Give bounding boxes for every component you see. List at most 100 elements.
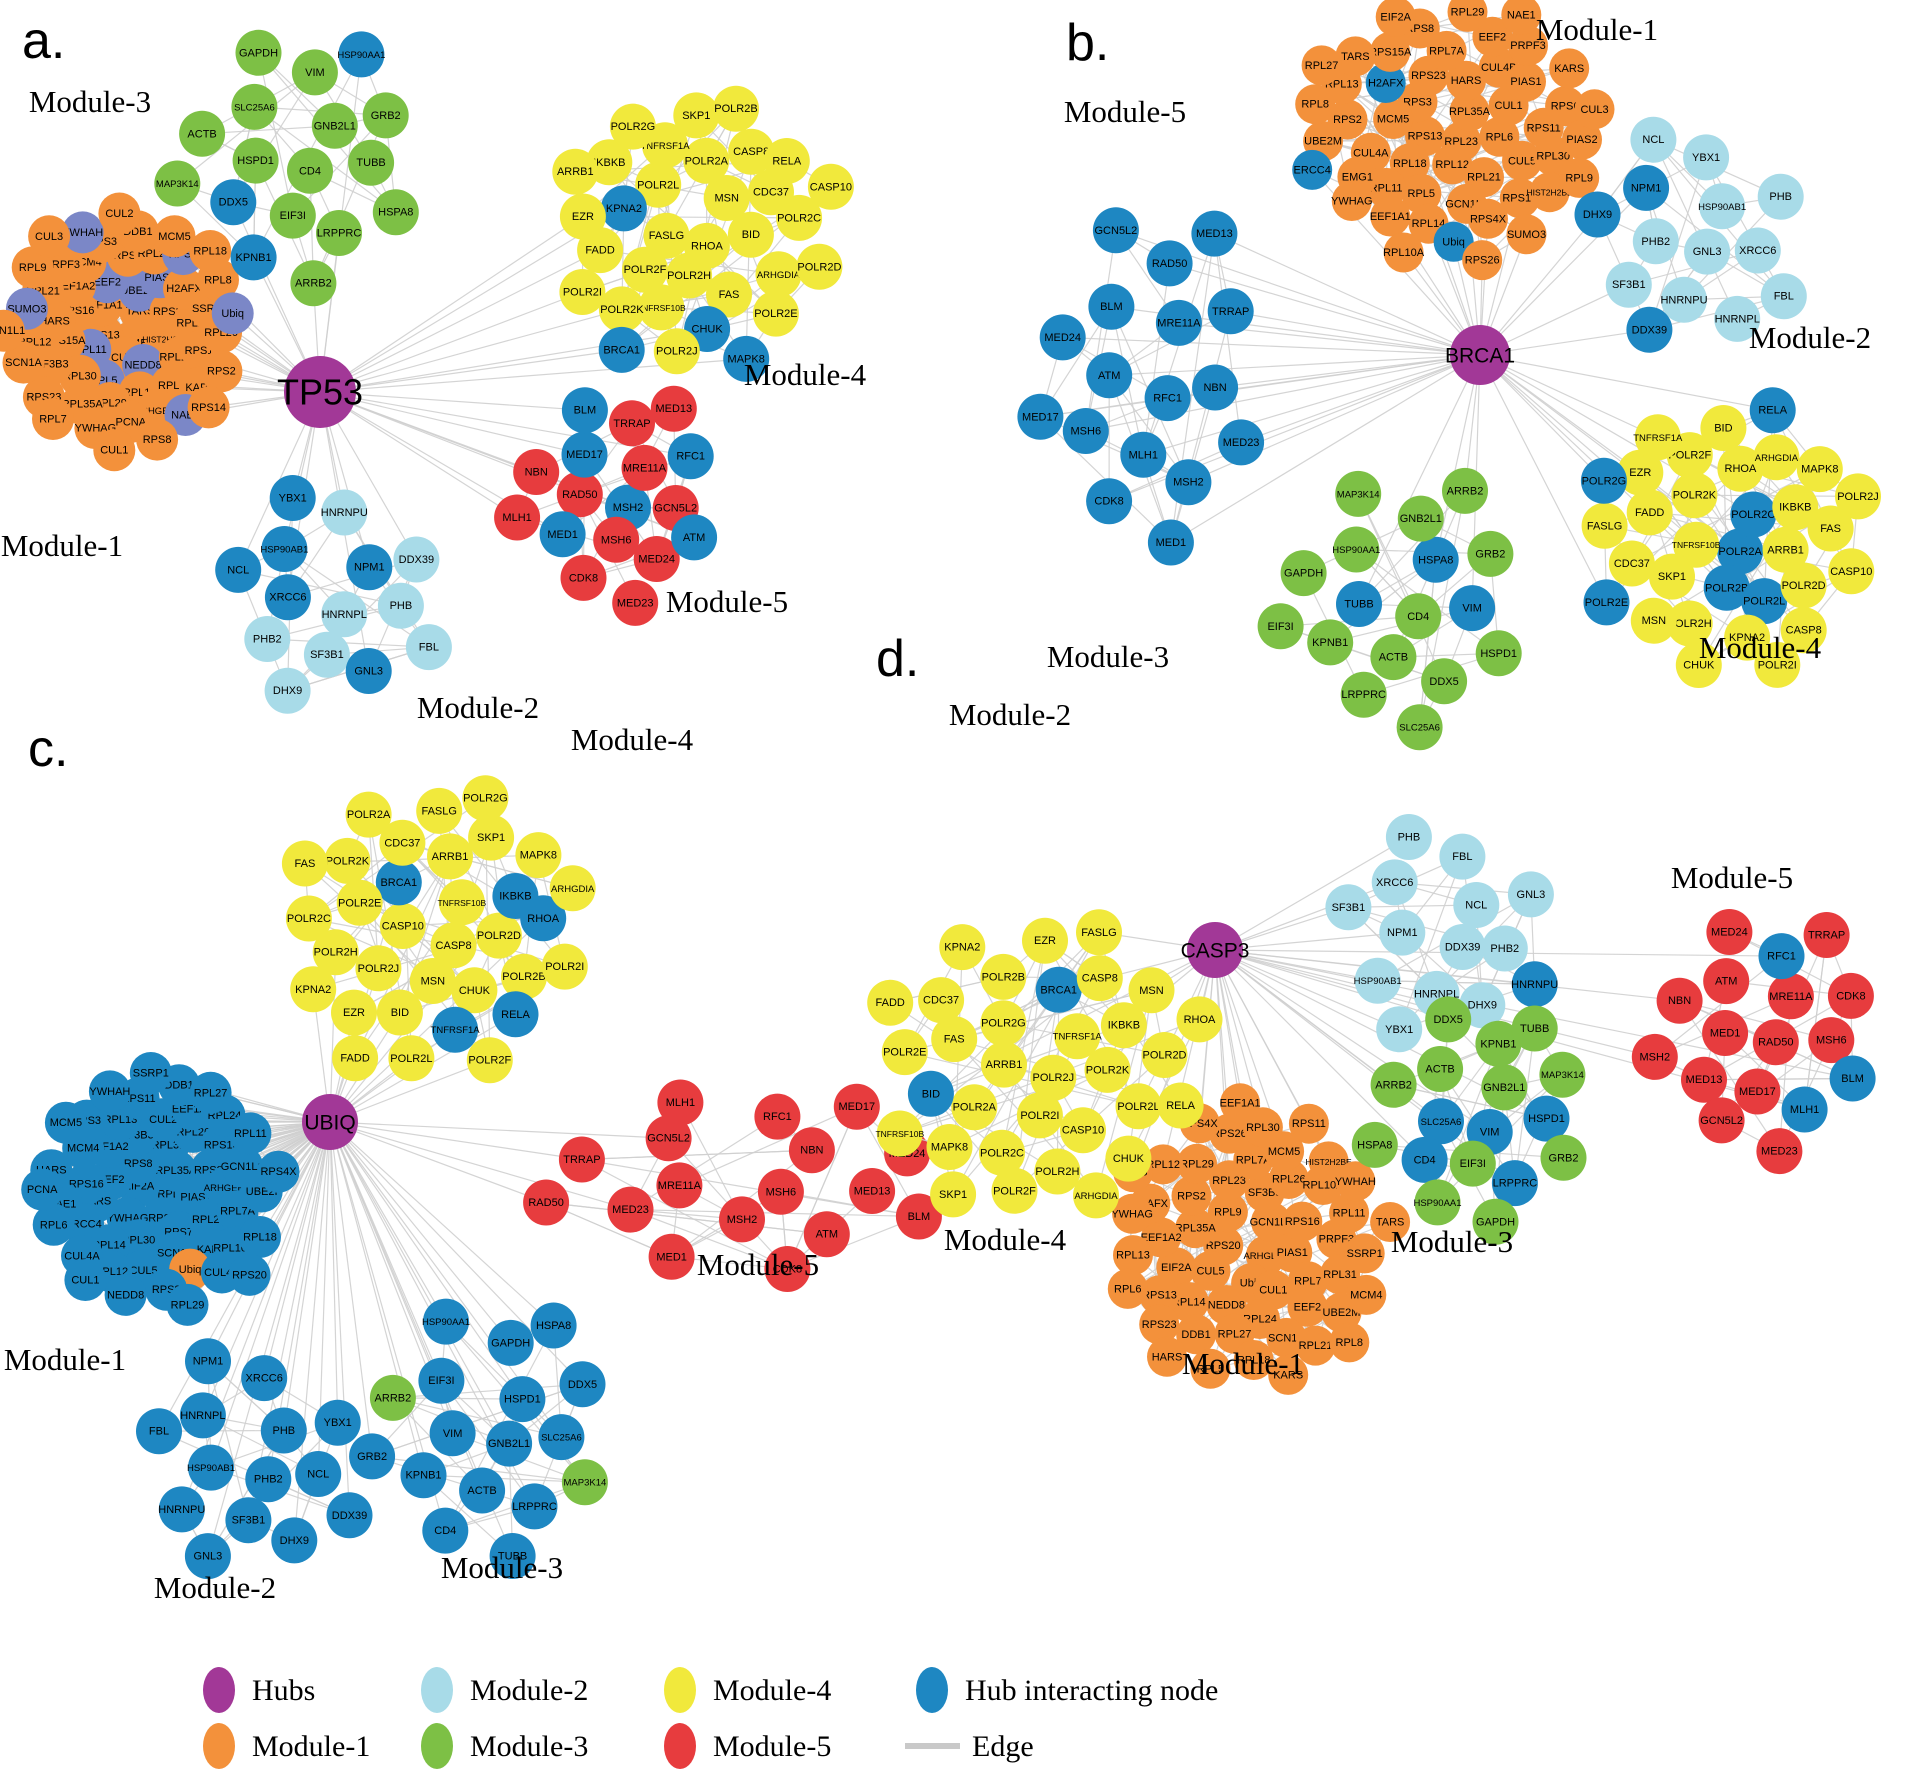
node-HSP90AB1[interactable]: HSP90AB1 <box>1354 957 1402 1004</box>
node-PHB[interactable]: PHB <box>1385 814 1432 860</box>
node-SKP1[interactable]: SKP1 <box>930 1171 977 1218</box>
node-SKP1[interactable]: SKP1 <box>1649 553 1695 600</box>
node-RPL35A[interactable]: RPL35A <box>1449 91 1491 132</box>
node-HNRNPU[interactable]: HNRNPU <box>1660 276 1708 323</box>
node-ACTB[interactable]: ACTB <box>1417 1046 1464 1092</box>
node-CDC37[interactable]: CDC37 <box>379 819 426 866</box>
node-POLR2D[interactable]: POLR2D <box>796 243 843 290</box>
node-TNFRSF1A[interactable]: TNFRSF1A <box>1633 414 1683 461</box>
node-SLC25A6[interactable]: SLC25A6 <box>231 83 278 130</box>
node-FAS[interactable]: FAS <box>281 840 328 887</box>
node-RPL21[interactable]: RPL21 <box>1295 1325 1336 1366</box>
node-FADD[interactable]: FADD <box>332 1035 379 1082</box>
node-GRB2[interactable]: GRB2 <box>362 92 409 139</box>
node-HSP90AB1[interactable]: HSP90AB1 <box>260 526 308 572</box>
node-POLR2D[interactable]: POLR2D <box>1780 562 1827 609</box>
node-RAD50[interactable]: RAD50 <box>523 1179 570 1226</box>
node-ATM[interactable]: ATM <box>671 514 718 561</box>
node-ARRB1[interactable]: ARRB1 <box>981 1041 1027 1088</box>
node-MED1[interactable]: MED1 <box>648 1233 695 1280</box>
node-XRCC6[interactable]: XRCC6 <box>264 574 311 621</box>
node-RPL18[interactable]: RPL18 <box>1233 1340 1274 1380</box>
node-POLR2E[interactable]: POLR2E <box>881 1029 928 1076</box>
node-RPL27[interactable]: RPL27 <box>1301 45 1342 86</box>
node-NCL[interactable]: NCL <box>215 546 262 593</box>
node-POLR2E[interactable]: POLR2E <box>336 879 383 926</box>
node-SKP1[interactable]: SKP1 <box>673 92 720 139</box>
node-RPL29[interactable]: RPL29 <box>1447 0 1488 32</box>
node-MED23[interactable]: MED23 <box>1756 1128 1803 1175</box>
node-EEF2[interactable]: EEF2 <box>1472 16 1513 57</box>
node-CUL3[interactable]: CUL3 <box>1574 89 1615 130</box>
node-EEF1A1[interactable]: EEF1A1 <box>1370 196 1411 237</box>
node-MAP3K14[interactable]: MAP3K14 <box>1335 470 1382 517</box>
node-XRCC6[interactable]: XRCC6 <box>241 1355 288 1402</box>
node-RPS26[interactable]: RPS26 <box>1462 240 1503 281</box>
node-HSPD1[interactable]: HSPD1 <box>232 137 279 184</box>
node-MLH1[interactable]: MLH1 <box>1120 431 1167 478</box>
node-RHOA[interactable]: RHOA <box>1176 996 1223 1043</box>
node-HSP90AB1[interactable]: HSP90AB1 <box>1698 183 1746 230</box>
node-MED13[interactable]: MED13 <box>650 385 697 432</box>
node-MED17[interactable]: MED17 <box>1017 393 1064 440</box>
node-IKBKB[interactable]: IKBKB <box>1772 484 1819 531</box>
node-FADD[interactable]: FADD <box>1626 489 1673 536</box>
node-RPL27[interactable]: RPL27 <box>189 1071 232 1114</box>
node-GNL3[interactable]: GNL3 <box>184 1533 231 1580</box>
node-SF3B1[interactable]: SF3B1 <box>1605 261 1652 308</box>
node-POLR2A[interactable]: POLR2A <box>951 1084 998 1131</box>
node-CDK8[interactable]: CDK8 <box>560 554 607 601</box>
node-MSN[interactable]: MSN <box>1128 967 1175 1014</box>
node-MSH6[interactable]: MSH6 <box>593 516 640 563</box>
node-MED17[interactable]: MED17 <box>1734 1068 1781 1115</box>
node-RPL29[interactable]: RPL29 <box>1177 1143 1217 1184</box>
node-IKBKB[interactable]: IKBKB <box>1100 1002 1147 1049</box>
node-PHB2[interactable]: PHB2 <box>1632 218 1679 265</box>
node-RPL18[interactable]: RPL18 <box>1389 143 1430 184</box>
node-RAD50[interactable]: RAD50 <box>556 471 603 518</box>
node-YBX1[interactable]: YBX1 <box>1376 1006 1423 1053</box>
node-SLC25A6[interactable]: SLC25A6 <box>1396 704 1443 751</box>
node-SF3B1[interactable]: SF3B1 <box>225 1497 272 1544</box>
node-FASLG[interactable]: FASLG <box>1076 909 1122 956</box>
node-ARHGDIA[interactable]: ARHGDIA <box>1753 434 1800 481</box>
node-NAE1[interactable]: NAE1 <box>1501 0 1542 35</box>
node-RPL18[interactable]: RPL18 <box>189 230 232 272</box>
node-RPL9[interactable]: RPL9 <box>11 246 54 289</box>
node-RPS16[interactable]: RPS16 <box>1282 1201 1323 1242</box>
node-HSP90AA1[interactable]: HSP90AA1 <box>422 1298 470 1345</box>
node-TRRAP[interactable]: TRRAP <box>1207 288 1254 335</box>
node-MED13[interactable]: MED13 <box>849 1168 896 1214</box>
node-HNRNPL[interactable]: HNRNPL <box>179 1392 226 1439</box>
node-RPL13[interactable]: RPL13 <box>1113 1235 1153 1276</box>
node-ACTB[interactable]: ACTB <box>179 110 226 157</box>
node-KPNA2[interactable]: KPNA2 <box>600 185 647 232</box>
node-TNFRSF10B[interactable]: TNFRSF10B <box>875 1110 924 1157</box>
node-SKP1[interactable]: SKP1 <box>468 814 515 861</box>
node-DDX39[interactable]: DDX39 <box>1626 306 1673 353</box>
node-NPM1[interactable]: NPM1 <box>185 1338 231 1385</box>
node-EIF3I[interactable]: EIF3I <box>269 192 316 239</box>
node-CHUK[interactable]: CHUK <box>451 967 498 1014</box>
node-CASP10[interactable]: CASP10 <box>807 163 854 210</box>
node-MED13[interactable]: MED13 <box>1681 1056 1727 1103</box>
node-KPNA2[interactable]: KPNA2 <box>939 924 986 971</box>
node-HSP90AA1[interactable]: HSP90AA1 <box>337 31 385 78</box>
node-ATM[interactable]: ATM <box>1703 958 1750 1005</box>
node-POLR2K[interactable]: POLR2K <box>324 837 371 884</box>
node-RPS20[interactable]: RPS20 <box>228 1253 271 1296</box>
node-MED13[interactable]: MED13 <box>1191 210 1238 257</box>
node-HSPA8[interactable]: HSPA8 <box>530 1302 577 1349</box>
node-POLR2G[interactable]: POLR2G <box>462 775 509 822</box>
node-MCM5[interactable]: MCM5 <box>44 1101 87 1144</box>
node-EEF2[interactable]: EEF2 <box>1287 1286 1328 1327</box>
node-CUL1[interactable]: CUL1 <box>64 1259 107 1301</box>
node-MED24[interactable]: MED24 <box>1706 909 1753 955</box>
node-CDC37[interactable]: CDC37 <box>918 977 965 1024</box>
node-ERCC4[interactable]: ERCC4 <box>1292 149 1333 190</box>
node-TNFRSF10B[interactable]: TNFRSF10B <box>637 284 686 331</box>
node-HSPD1[interactable]: HSPD1 <box>499 1376 546 1423</box>
node-BLM[interactable]: BLM <box>1088 283 1135 330</box>
node-NPM1[interactable]: NPM1 <box>1623 164 1670 211</box>
node-MED23[interactable]: MED23 <box>607 1186 654 1233</box>
